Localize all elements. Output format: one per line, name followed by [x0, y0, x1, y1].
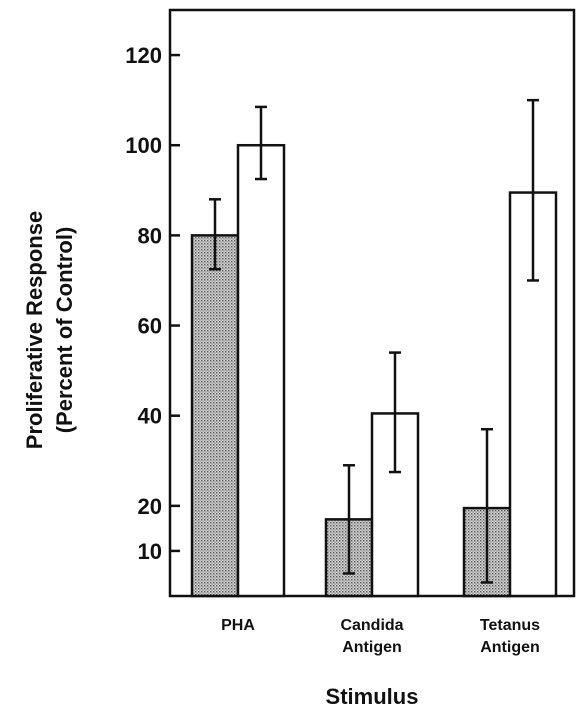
error-bar-s1-1	[209, 198, 221, 271]
y-tick-label: 20	[138, 494, 162, 519]
y-tick-label: 60	[138, 314, 162, 339]
y-tick-label: 40	[138, 404, 162, 429]
y-tick-label: 120	[125, 43, 162, 68]
error-bar-s2-2	[389, 351, 401, 474]
error-bar-s1-3	[481, 427, 493, 584]
category-label: Antigen	[342, 639, 402, 656]
y-tick-label: 10	[138, 539, 162, 564]
category-label: Candida	[340, 617, 403, 634]
category-label: Tetanus	[480, 617, 540, 634]
error-bar-s1-2	[343, 464, 355, 575]
x-axis-title: Stimulus	[326, 684, 419, 709]
x-axis: PHA Candida Antigen Tetanus Antigen	[221, 617, 540, 656]
bar-s1-1	[190, 234, 240, 598]
bars	[190, 98, 558, 598]
y-tick-label: 100	[125, 133, 162, 158]
bar-s2-1	[236, 143, 286, 598]
category-label: PHA	[221, 617, 255, 634]
y-axis: 10 20 40 60 80 100 120	[125, 43, 180, 564]
y-axis-title-line-1: Proliferative Response	[22, 211, 47, 449]
category-label: Antigen	[480, 639, 540, 656]
error-bar-s2-3	[527, 98, 539, 282]
y-axis-title-line-2: (Percent of Control)	[52, 227, 77, 434]
y-tick-label: 80	[138, 223, 162, 248]
error-bar-s2-1	[255, 105, 267, 181]
